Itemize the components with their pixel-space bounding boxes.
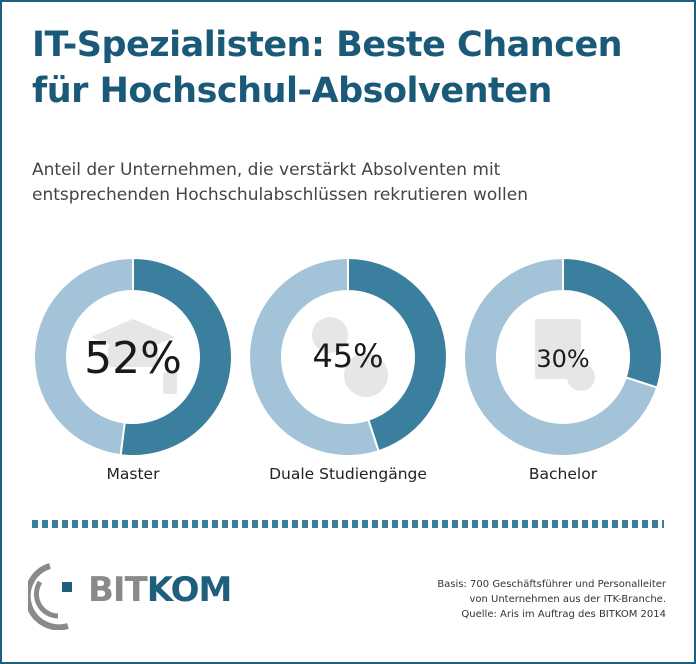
subtitle-line-1: Anteil der Unternehmen, die verstärkt Ab… — [32, 160, 501, 180]
donut-rest-segment — [33, 256, 134, 457]
bitkom-logo-icon — [28, 563, 72, 630]
note-line-3: Quelle: Aris im Auftrag des BITKOM 2014 — [461, 609, 666, 620]
donut-value-segment — [119, 256, 233, 457]
donut-value-segment — [347, 256, 448, 453]
note-line-2: von Unternehmen aus der ITK-Branche. — [469, 594, 666, 605]
chart-title: IT-Spezialisten: Beste Chancen für Hochs… — [32, 22, 623, 114]
graduation-cap-icon — [91, 319, 177, 394]
source-note: Basis: 700 Geschäftsführer und Personall… — [437, 577, 666, 622]
note-line-1: Basis: 700 Geschäftsführer und Personall… — [437, 579, 666, 590]
bitkom-logo-text: BITKOM — [88, 570, 233, 610]
donut-rest-segment — [463, 256, 659, 457]
logo-part-2: KOM — [146, 570, 233, 610]
gears-icon — [312, 317, 388, 397]
document-icon — [535, 319, 595, 391]
category-label-duale: Duale Studiengänge — [269, 465, 427, 483]
donut-value-label: 30% — [536, 345, 589, 373]
chart-subtitle: Anteil der Unternehmen, die verstärkt Ab… — [32, 158, 528, 208]
subtitle-line-2: entsprechenden Hochschulabschlüssen rekr… — [32, 185, 528, 205]
title-line-2: für Hochschul-Absolventen — [32, 71, 552, 111]
donut-rest-segment — [248, 256, 380, 457]
category-label-bachelor: Bachelor — [528, 465, 598, 483]
category-label-master: Master — [106, 465, 160, 483]
donut-value-label: 45% — [312, 337, 383, 375]
donut-charts: 52% 45% 30% — [33, 256, 663, 457]
donut-value-label: 52% — [84, 333, 182, 384]
title-line-1: IT-Spezialisten: Beste Chancen — [32, 25, 623, 65]
logo-part-1: BIT — [88, 570, 148, 610]
dashed-divider — [32, 520, 664, 528]
